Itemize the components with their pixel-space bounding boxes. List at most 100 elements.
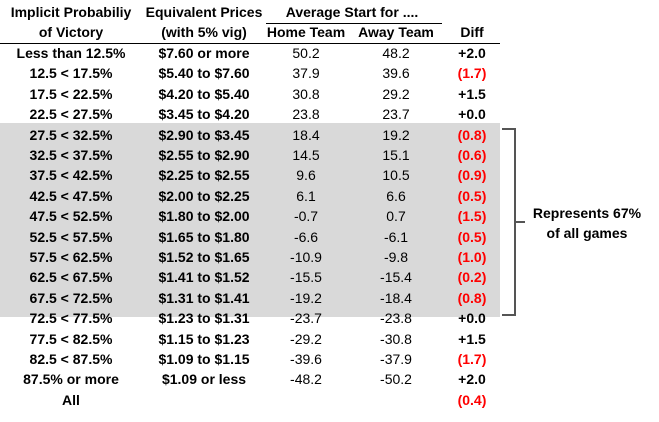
row-away-start: -9.8 xyxy=(383,249,409,265)
row-away-start: -15.4 xyxy=(380,269,412,286)
row-probability: 57.5 < 62.5% xyxy=(29,249,113,265)
row-price xyxy=(144,390,264,410)
table-row: 32.5 < 37.5% $2.55 to $2.90 14.5 15.1 (0.6) xyxy=(0,145,500,165)
table-row: 47.5 < 52.5% $1.80 to $2.00 -0.7 0.7 (1.5) xyxy=(0,206,500,226)
row-price: $1.52 to $1.65 xyxy=(158,249,250,265)
row-probability: 42.5 < 47.5% xyxy=(29,187,113,204)
row-diff: (0.5) xyxy=(457,228,487,245)
row-diff: (1.7) xyxy=(457,351,487,367)
table-row: 42.5 < 47.5% $2.00 to $2.25 6.1 6.6 (0.5) xyxy=(0,186,500,206)
row-away-start: 29.2 xyxy=(382,85,410,102)
header-prices-line1: Equivalent Prices xyxy=(145,4,263,20)
row-price: $1.41 to $1.52 xyxy=(158,269,250,286)
row-diff: (1.7) xyxy=(457,65,487,82)
row-away-start: 23.7 xyxy=(382,106,410,123)
table-row: 82.5 < 87.5% $1.09 to $1.15 -39.6 -37.9 (1.7… xyxy=(0,349,500,369)
row-probability: 62.5 < 67.5% xyxy=(29,269,113,286)
row-probability: 22.5 < 27.5% xyxy=(29,106,113,123)
row-home-start: -15.5 xyxy=(290,269,322,286)
annotation-line2: of all games xyxy=(546,225,628,241)
table-row: 72.5 < 77.5% $1.23 to $1.31 -23.7 -23.8 +0.0 xyxy=(0,308,500,328)
table-row: 17.5 < 22.5% $4.20 to $5.40 30.8 29.2 +1.5 xyxy=(0,84,500,104)
row-diff: (0.8) xyxy=(457,289,487,306)
row-home-start: -23.7 xyxy=(290,310,322,327)
header-probability-line2: of Victory xyxy=(38,24,104,40)
row-away-start: -50.2 xyxy=(380,371,412,388)
row-home-start: -19.2 xyxy=(290,289,322,306)
row-diff: (0.4) xyxy=(457,391,487,408)
table-row: 57.5 < 62.5% $1.52 to $1.65 -10.9 -9.8 (1.0) xyxy=(0,247,500,267)
shaded-region xyxy=(0,123,500,317)
header-probability-line1: Implicit Probabiliy xyxy=(10,4,132,20)
row-diff: +0.0 xyxy=(458,106,486,123)
header-average-group: Average Start for .... xyxy=(285,4,419,20)
row-home-start xyxy=(262,390,350,410)
row-away-start: 19.2 xyxy=(382,126,410,143)
header-average-underline xyxy=(266,23,442,24)
row-home-start: -39.6 xyxy=(290,351,322,367)
row-price: $2.00 to $2.25 xyxy=(158,187,250,204)
header-home-team: Home Team xyxy=(266,24,346,40)
row-price: $1.23 to $1.31 xyxy=(158,310,250,327)
table-row: 22.5 < 27.5% $3.45 to $4.20 23.8 23.7 +0.0 xyxy=(0,104,500,124)
row-home-start: -6.6 xyxy=(293,228,319,245)
table-row: 12.5 < 17.5% $5.40 to $7.60 37.9 39.6 (1.7) xyxy=(0,63,500,83)
row-away-start: -30.8 xyxy=(380,330,412,347)
row-home-start: 14.5 xyxy=(292,147,320,163)
row-diff: (0.6) xyxy=(457,147,487,163)
row-probability: 12.5 < 17.5% xyxy=(29,65,113,82)
bracket-annotation: Represents 67% of all games xyxy=(522,203,652,243)
row-away-start: 10.5 xyxy=(382,167,410,184)
row-price: $1.31 to $1.41 xyxy=(158,289,250,306)
row-price: $3.45 to $4.20 xyxy=(158,106,250,123)
row-home-start: 6.1 xyxy=(296,187,316,204)
table-row: 27.5 < 32.5% $2.90 to $3.45 18.4 19.2 (0.8) xyxy=(0,125,500,145)
row-diff: (0.8) xyxy=(457,126,487,143)
row-home-start: -48.2 xyxy=(290,371,322,388)
header-prices-line2: (with 5% vig) xyxy=(161,24,247,40)
table-row: All (0.4) xyxy=(0,390,500,410)
row-diff: (0.9) xyxy=(457,167,487,184)
row-probability: 52.5 < 57.5% xyxy=(29,228,113,245)
row-price: $1.80 to $2.00 xyxy=(158,208,250,225)
table-row: Less than 12.5% $7.60 or more 50.2 48.2 +2.0 xyxy=(0,43,500,63)
row-home-start: 18.4 xyxy=(292,126,320,143)
row-away-start: 48.2 xyxy=(382,45,410,61)
row-home-start: -29.2 xyxy=(290,330,322,347)
row-home-start: 37.9 xyxy=(292,65,320,82)
row-home-start: 50.2 xyxy=(292,45,320,61)
bracket-tick xyxy=(516,221,525,223)
row-price: $2.55 to $2.90 xyxy=(158,147,250,163)
row-diff: (0.5) xyxy=(457,187,487,204)
table-row: 37.5 < 42.5% $2.25 to $2.55 9.6 10.5 (0.9) xyxy=(0,165,500,185)
row-away-start xyxy=(350,390,442,410)
row-away-start: 15.1 xyxy=(382,147,410,163)
row-probability: 72.5 < 77.5% xyxy=(29,310,113,327)
row-probability: 82.5 < 87.5% xyxy=(29,351,113,367)
row-away-start: 39.6 xyxy=(382,65,410,82)
row-probability: 47.5 < 52.5% xyxy=(29,208,113,225)
row-probability: 77.5 < 82.5% xyxy=(29,330,113,347)
annotation-line1: Represents 67% xyxy=(532,205,642,221)
bracket xyxy=(502,128,516,316)
row-price: $7.60 or more xyxy=(158,45,250,61)
row-price: $1.15 to $1.23 xyxy=(158,330,250,347)
row-price: $1.09 to $1.15 xyxy=(158,351,250,367)
row-probability: 37.5 < 42.5% xyxy=(29,167,113,184)
row-diff: (1.5) xyxy=(457,208,487,225)
row-probability: 17.5 < 22.5% xyxy=(29,85,113,102)
row-price: $5.40 to $7.60 xyxy=(158,65,250,82)
row-probability: Less than 12.5% xyxy=(16,45,126,61)
row-probability: 27.5 < 32.5% xyxy=(29,126,113,143)
row-price: $2.90 to $3.45 xyxy=(158,126,250,143)
table-row: 77.5 < 82.5% $1.15 to $1.23 -29.2 -30.8 +1.5 xyxy=(0,329,500,349)
header-bottom-rule xyxy=(0,43,500,44)
table-row: 87.5% or more $1.09 or less -48.2 -50.2 +2.0 xyxy=(0,369,500,389)
row-home-start: -0.7 xyxy=(293,208,319,225)
row-diff: (1.0) xyxy=(457,249,487,265)
row-away-start: -37.9 xyxy=(380,351,412,367)
row-away-start: -6.1 xyxy=(383,228,409,245)
row-price: $4.20 to $5.40 xyxy=(158,85,250,102)
row-price: $2.25 to $2.55 xyxy=(158,167,250,184)
